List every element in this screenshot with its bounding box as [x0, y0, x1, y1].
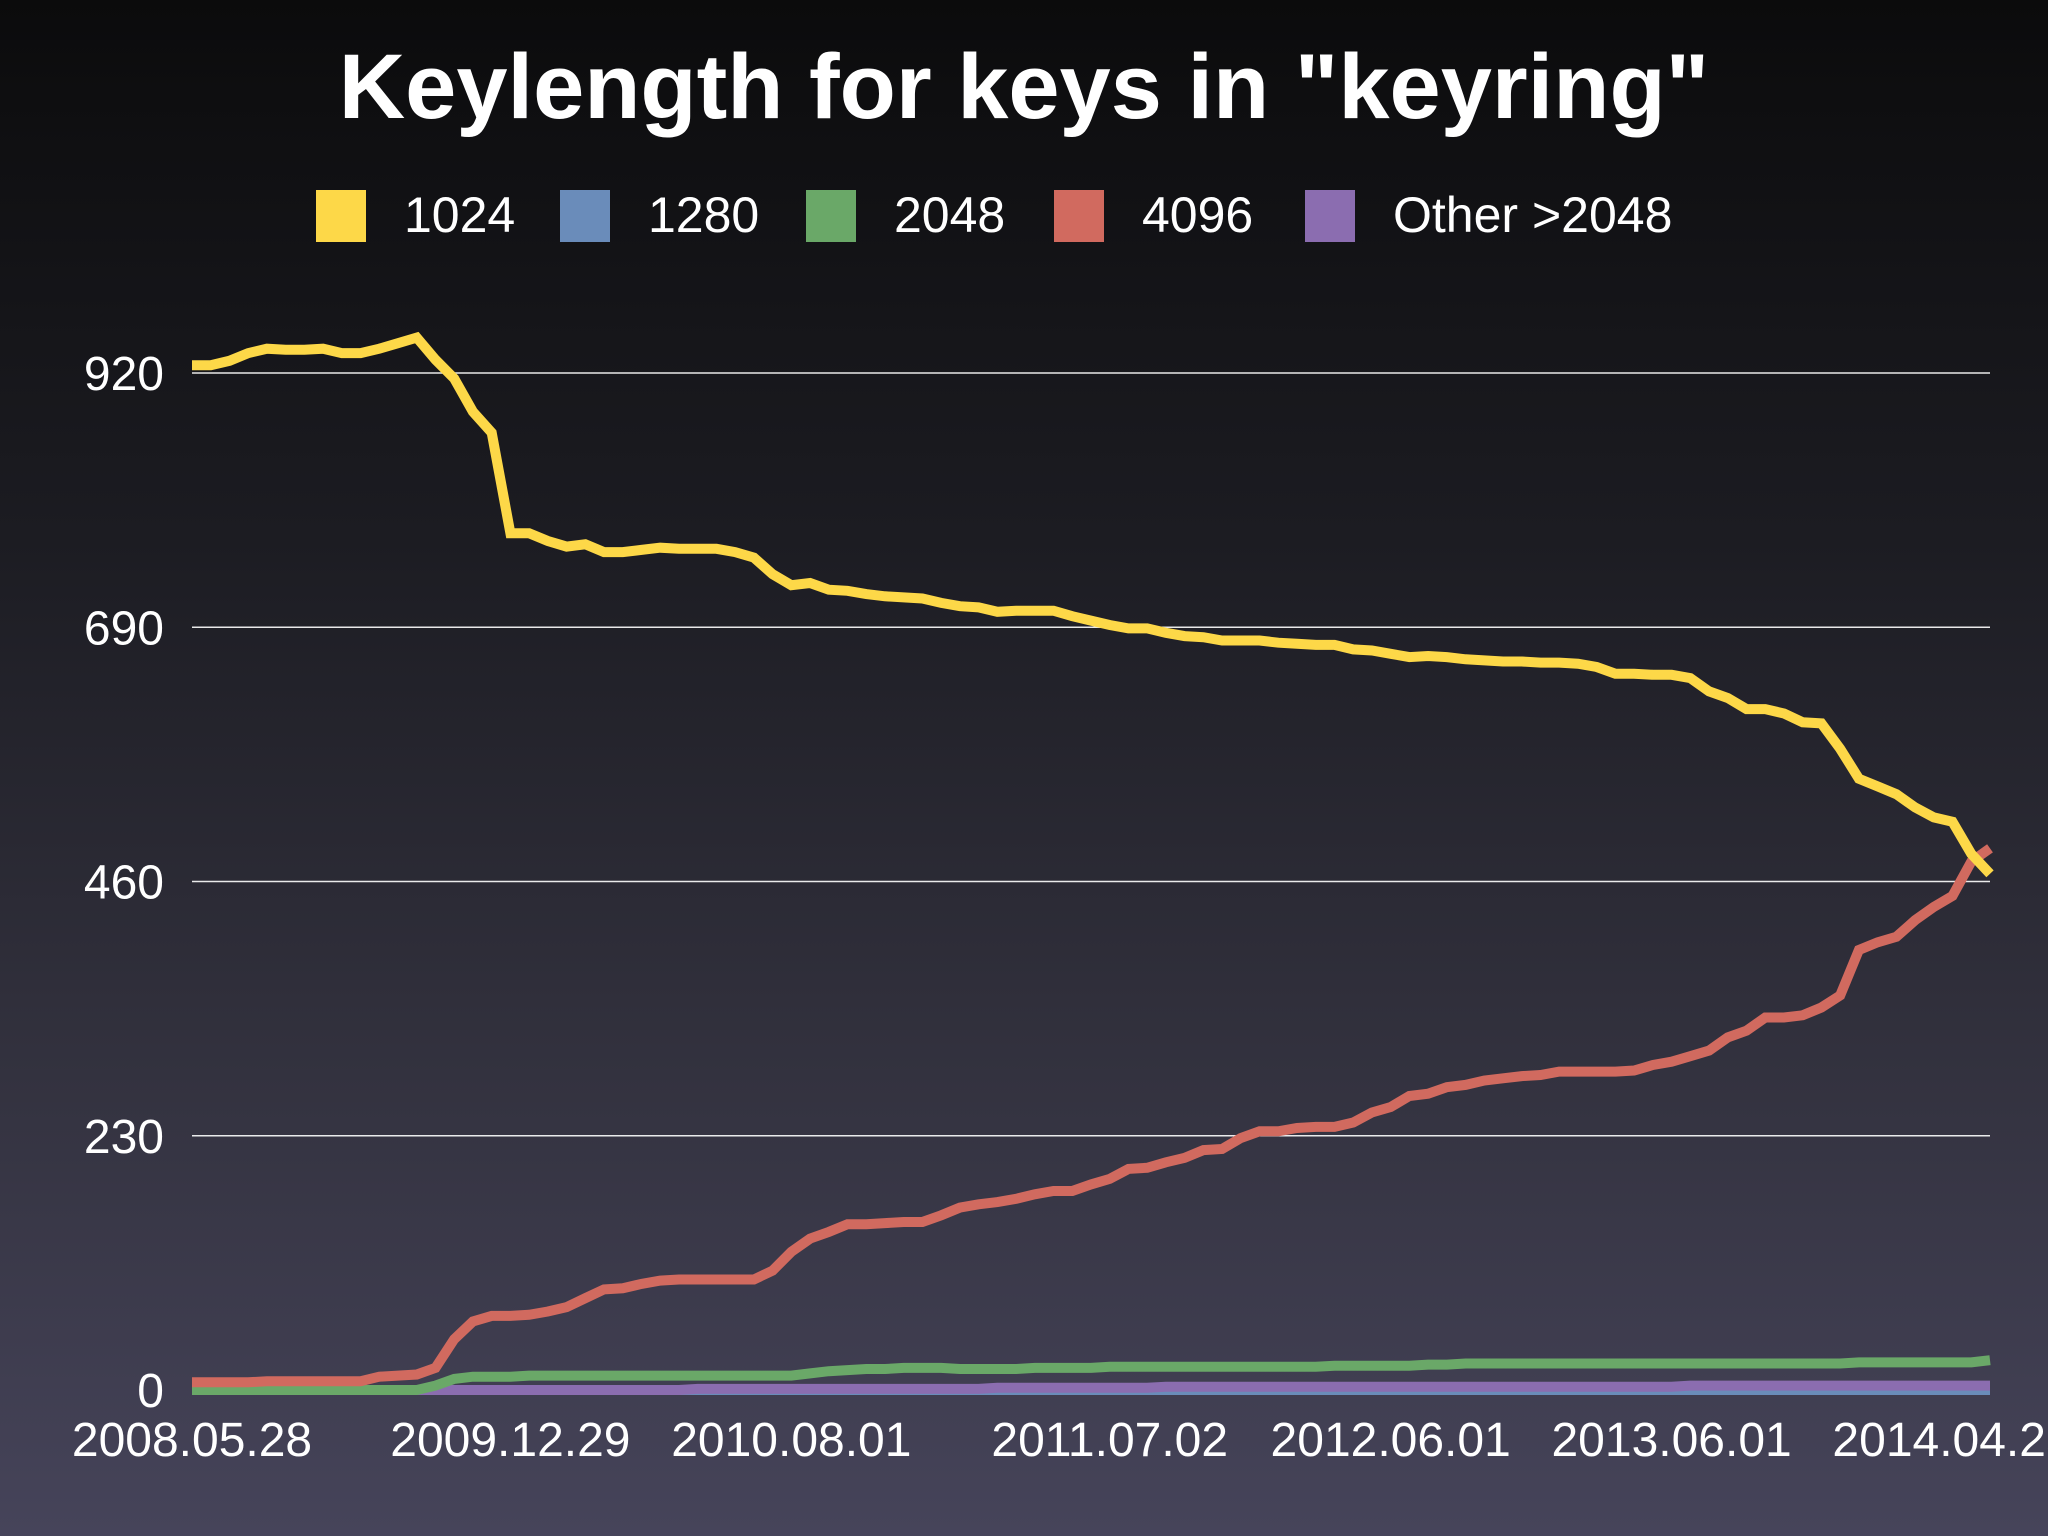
legend-label: 1280	[648, 187, 759, 243]
y-tick-label: 230	[84, 1111, 164, 1164]
series-line	[192, 1355, 1991, 1395]
legend-label: 4096	[1142, 187, 1253, 243]
x-axis-labels: 2008.05.28 2009.12.29 2010.08.01 2011.07.02…	[72, 1414, 2048, 1467]
legend-label: Other >2048	[1393, 187, 1672, 243]
legend-swatch	[560, 190, 610, 242]
x-tick-label: 2013.06.01	[1551, 1414, 1791, 1467]
x-tick-label: 2012.06.01	[1271, 1414, 1511, 1467]
x-tick-label: 2009.12.29	[390, 1414, 630, 1467]
y-axis-labels: 0 230 460 690 920	[84, 348, 164, 1418]
series-line	[192, 331, 1994, 878]
legend-label: 2048	[894, 187, 1005, 243]
y-tick-label: 690	[84, 602, 164, 655]
series-lines	[192, 331, 1994, 1395]
x-tick-label: 2010.08.01	[671, 1414, 911, 1467]
y-tick-label: 460	[84, 857, 164, 910]
gridlines	[192, 372, 1990, 1137]
x-tick-label: 2014.04.25	[1832, 1414, 2048, 1467]
y-tick-label: 0	[137, 1365, 164, 1418]
x-tick-label: 2008.05.28	[72, 1414, 312, 1467]
legend-swatch	[1054, 190, 1104, 242]
legend-swatch	[806, 190, 856, 242]
legend-swatch	[1305, 190, 1355, 242]
legend-label: 1024	[404, 187, 515, 243]
series-line	[192, 844, 1993, 1388]
chart-title: Keylength for keys in "keyring"	[339, 36, 1710, 138]
legend: 1024 1280 2048 4096 Other >2048	[316, 187, 1672, 243]
x-tick-label: 2011.07.02	[991, 1414, 1228, 1467]
y-tick-label: 920	[84, 348, 164, 401]
legend-swatch	[316, 190, 366, 242]
series-line	[192, 1380, 1990, 1395]
